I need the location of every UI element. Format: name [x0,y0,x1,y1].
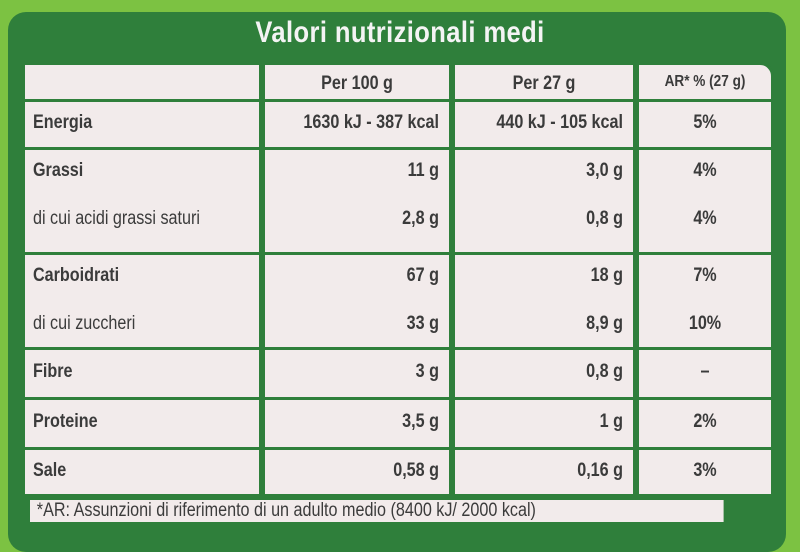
table-cell: 1 g [452,400,636,450]
value-per27: 440 kJ - 105 kcal [496,112,623,133]
nutrient-name: Energia [33,112,93,133]
value-per100: 11 g [407,160,439,181]
table-cell: – [636,350,774,400]
nutrient-name: Fibre [33,361,73,382]
value-ar: – [700,361,710,382]
value-ar: 10% [688,313,722,334]
table-row: Sale 0,58 g 0,16 g 3% [22,450,774,497]
table-cell: 3% [636,450,774,497]
table-cell: Carboidrati di cui zuccheri [22,255,262,350]
table-cell: 18 g 8,9 g [452,255,636,350]
nutrient-name: Sale [33,459,67,481]
table-cell: 4% 4% [636,150,774,255]
table-row: Fibre 3 g 0,8 g – [22,350,774,400]
table-cell: 2% [636,400,774,450]
value-ar: 4% [693,208,717,229]
table-cell: Fibre [22,350,262,400]
table-cell: Proteine [22,400,262,450]
table-cell: 440 kJ - 105 kcal [452,102,636,150]
table-cell: Energia [22,102,262,150]
table-cell: 7% 10% [636,255,774,350]
table-row: Grassi di cui acidi grassi saturi 11 g 2,8 … [22,150,774,255]
value-ar: 2% [693,411,717,432]
value-per27: 1 g [599,411,623,432]
nutrient-name: Carboidrati [33,265,120,286]
value-per27: 3,0 g [586,160,623,181]
value-ar: 7% [693,265,717,286]
value-per100: 3 g [415,361,439,382]
nutrient-name: Proteine [33,411,98,432]
header-cell [22,62,262,102]
value-per27: 8,9 g [586,313,623,334]
table-cell: Sale [22,450,262,497]
table-title: Valori nutrizionali medi [255,16,545,49]
value-per100: 67 g [406,265,439,286]
nutrient-name: di cui zuccheri [33,313,136,334]
value-per100: 33 g [406,313,439,334]
table-cell: 5% [636,102,774,150]
nutrient-name: di cui acidi grassi saturi [33,208,200,229]
header-ar: AR* % (27 g) [664,73,746,90]
header-per100: Per 100 g [321,73,393,94]
table-cell: 67 g 33 g [262,255,452,350]
value-per100: 2,8 g [402,208,439,229]
table-cell: 0,58 g [262,450,452,497]
header-row: Per 100 g Per 27 g AR* % (27 g) [22,62,774,102]
value-per100: 3,5 g [402,411,439,432]
table-cell: 3,0 g 0,8 g [452,150,636,255]
footnote: *AR: Assunzioni di riferimento di un adu… [30,500,724,522]
value-per27: 0,8 g [586,361,623,382]
value-per100: 0,58 g [393,459,439,481]
table-cell: 3 g [262,350,452,400]
value-per27: 0,16 g [577,459,623,481]
table-row: Carboidrati di cui zuccheri 67 g 33 g 18 g 8,… [22,255,774,350]
table-cell: 11 g 2,8 g [262,150,452,255]
table-cell: 0,16 g [452,450,636,497]
table-row: Energia 1630 kJ - 387 kcal 440 kJ - 105 kc… [22,102,774,150]
value-per100: 1630 kJ - 387 kcal [303,112,439,133]
value-per27: 0,8 g [586,208,623,229]
table-cell: Grassi di cui acidi grassi saturi [22,150,262,255]
value-ar: 4% [693,160,717,181]
table-cell: 1630 kJ - 387 kcal [262,102,452,150]
table-cell: 0,8 g [452,350,636,400]
nutrient-name: Grassi [33,160,84,181]
header-per27: Per 27 g [512,73,576,94]
value-per27: 18 g [590,265,623,286]
table-cell: 3,5 g [262,400,452,450]
value-ar: 3% [693,459,717,481]
table-row: Proteine 3,5 g 1 g 2% [22,400,774,450]
value-ar: 5% [693,112,717,133]
